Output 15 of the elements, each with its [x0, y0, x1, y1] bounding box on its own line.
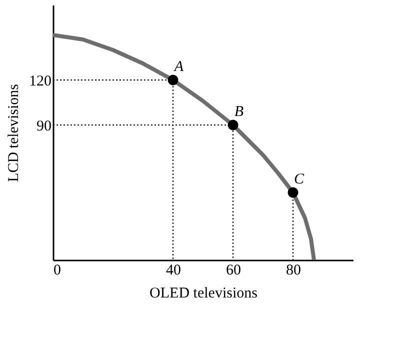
y-tick-label: 120 — [29, 74, 52, 90]
x-tick-label: 40 — [166, 262, 181, 278]
x-axis-title: OLED televisions — [150, 286, 258, 302]
line-series — [53, 33, 316, 260]
x-tick-label: 80 — [286, 262, 301, 278]
point — [288, 187, 298, 198]
y-tick-label: 90 — [36, 118, 52, 134]
x-tick-label: 60 — [226, 262, 241, 278]
point — [228, 120, 238, 130]
point — [168, 74, 178, 86]
annotation: C — [294, 172, 305, 188]
annotation: B — [234, 104, 244, 120]
annotation: A — [173, 59, 184, 75]
y-axis-title: LCD televisions — [6, 84, 22, 182]
x-tick-label: 0 — [54, 262, 61, 278]
